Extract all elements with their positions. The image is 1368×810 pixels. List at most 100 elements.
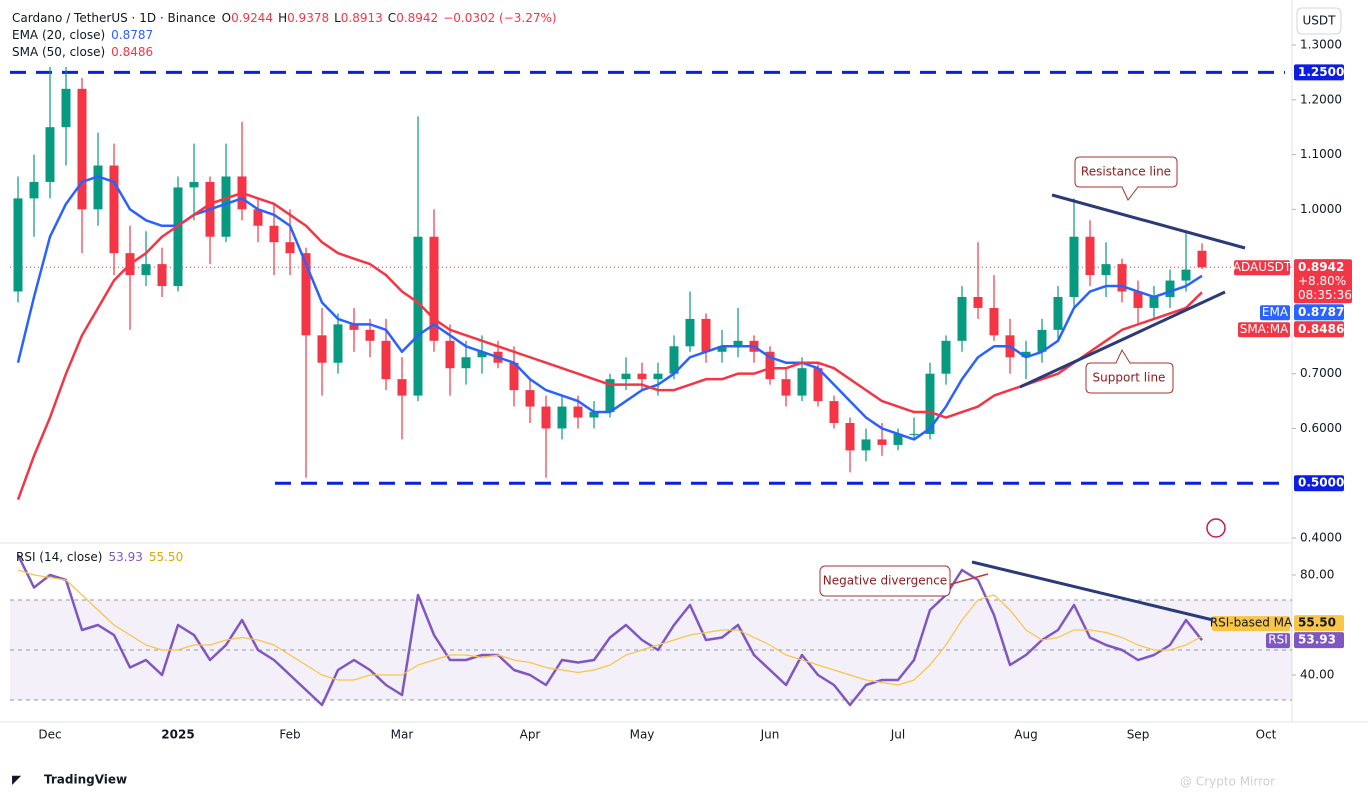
callout-box — [819, 565, 951, 597]
candle-body — [733, 340, 743, 347]
x-tick-label: Jun — [760, 728, 780, 742]
candle-body — [477, 351, 487, 358]
legend-name: EMA (20, close) — [12, 28, 105, 42]
tag-name-box — [1260, 305, 1290, 321]
y-tick-label: 1.0000 — [1300, 202, 1342, 216]
tag-value-box — [1294, 321, 1344, 338]
x-tick-label: May — [630, 728, 655, 742]
callout-support: Support line — [1085, 348, 1174, 394]
candle-body — [397, 379, 407, 396]
candle-body — [1101, 264, 1111, 276]
candle-body — [909, 433, 919, 435]
legend-value: 0.8486 — [111, 45, 153, 59]
candle-body — [765, 351, 775, 380]
candle-body — [861, 439, 871, 451]
candle-body — [989, 307, 999, 336]
candle-body — [381, 340, 391, 380]
candle-body — [461, 357, 471, 369]
tag-value: 55.50 — [1298, 616, 1336, 630]
indicator-line — [16, 191, 1203, 501]
candle-body — [157, 264, 167, 287]
ohlc-prefix: C — [388, 11, 396, 25]
candle-body — [525, 390, 535, 407]
candle-body — [141, 264, 151, 276]
alert-icon[interactable] — [1206, 518, 1226, 538]
candle-body — [701, 318, 711, 352]
candle-body — [317, 335, 327, 363]
candle-body — [77, 88, 87, 210]
open-value: 0.9244 — [231, 11, 273, 25]
level-tag — [1294, 64, 1344, 81]
candle-body — [1197, 250, 1207, 268]
x-tick-label: Mar — [391, 728, 414, 742]
tag-name: RSI — [1268, 633, 1288, 647]
level-tag-label: 0.5000 — [1298, 476, 1344, 490]
candle-body — [1133, 291, 1143, 308]
watermark: @ Crypto Mirror — [1180, 775, 1275, 789]
candle-body — [109, 165, 119, 254]
candle-body — [973, 296, 983, 308]
tag-value: 0.8787 — [1298, 305, 1344, 319]
candle-body — [637, 373, 647, 380]
sma-legend: SMA (50, close) 0.8486 — [12, 45, 153, 59]
candle-body — [1053, 296, 1063, 330]
candle-body — [1117, 264, 1127, 292]
logo-mark: ◤ — [12, 773, 22, 787]
candle-body — [61, 88, 71, 128]
legend-value: 0.8787 — [111, 28, 153, 42]
rsi-y-tick-label: 40.00 — [1300, 668, 1334, 682]
candle-body — [13, 198, 23, 292]
callout-divergence: Negative divergence — [819, 565, 951, 597]
candle-body — [829, 401, 839, 423]
candle-body — [877, 439, 887, 445]
branding: TradingView — [44, 773, 127, 787]
tag-value-box — [1294, 632, 1344, 649]
candle-body — [93, 165, 103, 210]
rsi-legend: RSI (14, close) 53.93 55.50 — [16, 550, 183, 564]
symbol-title: Cardano / TetherUS · 1D · Binance — [12, 11, 216, 25]
plot-area: 0.4000 0.6000 0.7000 1.0000 1.1000 1.2000 1.30… — [10, 37, 1352, 707]
resistance-trendline — [1051, 193, 1246, 250]
rsi-divergence-line — [971, 560, 1214, 622]
y-tick-label: 0.6000 — [1300, 421, 1342, 435]
candle-body — [1085, 236, 1095, 276]
x-tick-label: Apr — [520, 728, 541, 742]
rsi-line — [17, 569, 1203, 686]
candle-body — [813, 368, 823, 402]
candle-body — [173, 187, 183, 287]
candle-body — [685, 318, 695, 347]
y-tick-label: 0.4000 — [1300, 531, 1342, 545]
candle-body — [1165, 280, 1175, 297]
annotation: Resistance line — [1081, 165, 1171, 179]
candle-body — [669, 346, 679, 374]
candle-body — [285, 242, 295, 254]
candle-body — [1021, 351, 1031, 358]
ohlc-prefix: O — [222, 11, 231, 25]
tag-name-box — [1238, 322, 1290, 338]
tag-name-box — [1234, 260, 1290, 276]
level-tag — [1294, 475, 1344, 492]
level-tag-label: 1.2500 — [1298, 65, 1344, 79]
low-value: 0.8913 — [341, 11, 383, 25]
candle-body — [1149, 296, 1159, 308]
close-value: 0.8942 — [396, 11, 438, 25]
candle-body — [541, 406, 551, 429]
candle-body — [221, 176, 231, 237]
candle-body — [269, 225, 279, 243]
unit-box[interactable] — [1296, 7, 1342, 35]
candle-body — [189, 181, 199, 188]
candle-body — [333, 324, 343, 363]
rsi-y-tick-label: 80.00 — [1300, 568, 1334, 582]
tag-name: ADAUSDT — [1233, 260, 1292, 274]
annotation: Negative divergence — [823, 574, 947, 588]
candle-body — [253, 209, 263, 226]
candle-body — [301, 253, 311, 336]
indicator-line — [16, 175, 1203, 441]
callout-box — [1074, 156, 1178, 201]
tag-value: 0.8486 — [1298, 322, 1344, 336]
y-tick-label: 1.3000 — [1300, 37, 1342, 51]
candle-body — [45, 127, 55, 182]
candle-body — [893, 433, 903, 445]
